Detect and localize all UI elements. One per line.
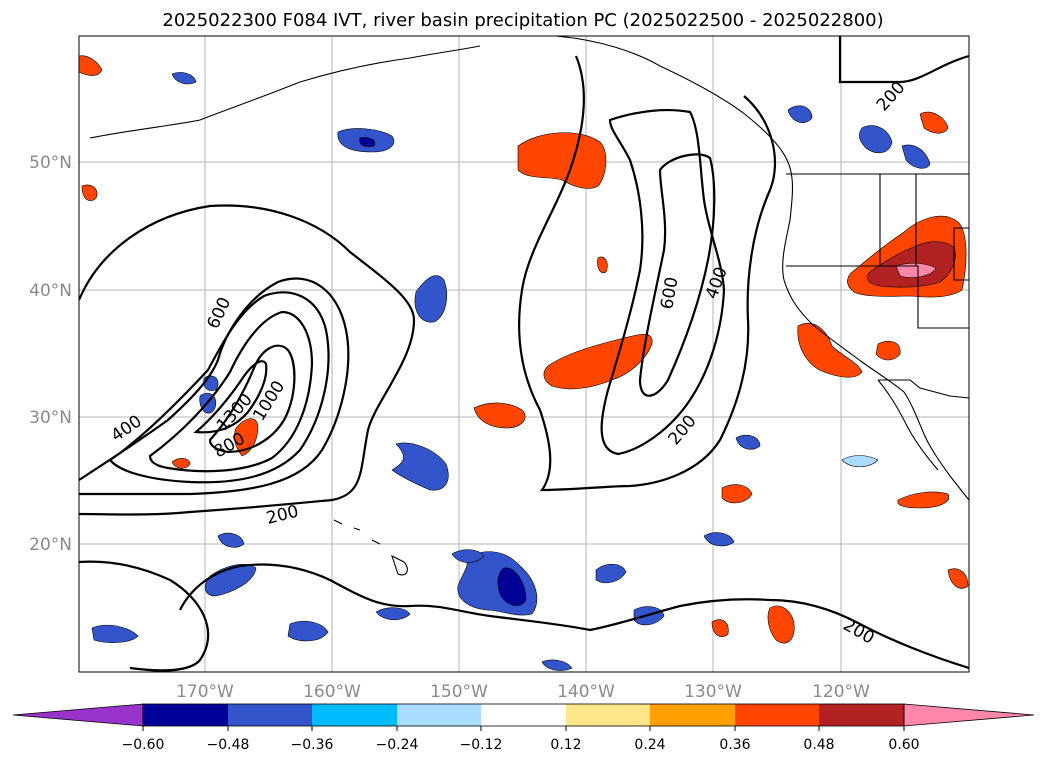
precip-anomaly-region [703, 532, 735, 547]
precip-anomaly-region [597, 256, 608, 274]
colorbar-tick-labels: −0.60 −0.48 −0.36 −0.24 −0.12 0.12 0.24 … [122, 737, 920, 753]
colorbar-segment [650, 704, 735, 726]
colorbar-outline [142, 703, 905, 727]
coastline-baja-california [877, 379, 939, 471]
lon-label: 130°W [684, 682, 742, 702]
colorbar: −0.60 −0.48 −0.36 −0.24 −0.12 0.12 0.24 … [12, 703, 1035, 753]
lat-label: 20°N [29, 535, 72, 555]
lat-label: 30°N [29, 408, 72, 428]
ivt-contours [79, 36, 969, 672]
colorbar-ticks [142, 726, 905, 731]
colorbar-segment [143, 704, 228, 726]
lon-label: 160°W [303, 682, 361, 702]
precip-anomaly-region [541, 659, 573, 671]
coastline-alaska [89, 45, 481, 139]
ivt-contour-200-west [79, 204, 416, 516]
colorbar-tick-label: −0.48 [207, 737, 250, 753]
ivt-contour-800-west [148, 310, 314, 473]
colorbar-segment [312, 704, 397, 726]
precip-anomaly-region [375, 607, 411, 621]
precip-anomaly-region [859, 125, 893, 154]
precip-anomaly-region [595, 563, 627, 584]
colorbar-segment [819, 704, 904, 726]
coastlines [89, 36, 969, 576]
precip-anomaly-region [841, 455, 879, 468]
precip-anomaly-region [414, 275, 447, 323]
colorbar-segment [566, 704, 650, 726]
colorbar-extension-high [903, 703, 1035, 727]
lat-label: 50°N [29, 153, 72, 173]
ivt-contour-1300-west [193, 360, 268, 434]
latitude-labels: 50°N 40°N 30°N 20°N [29, 153, 72, 555]
colorbar-segment [481, 704, 566, 726]
precip-anomaly-region [91, 624, 139, 643]
colorbar-tick-label: 0.12 [550, 737, 581, 753]
ivt-contour-200-northeast [838, 36, 969, 84]
precip-anomaly-region [287, 620, 329, 642]
precip-anomaly-region [451, 549, 485, 563]
map-title: 2025022300 F084 IVT, river basin precipi… [162, 10, 883, 31]
precip-anomaly-region [391, 442, 449, 491]
ivt-contour-400-west [79, 277, 350, 496]
lon-label: 170°W [176, 682, 234, 702]
precip-anomaly-region [735, 434, 761, 450]
precip-anomaly-region [79, 55, 103, 76]
ivt-contour-600-central [638, 153, 716, 397]
ivt-contour-200-south [79, 560, 969, 672]
ivt-contour-1000-west [208, 344, 296, 454]
colorbar-segment [228, 704, 312, 726]
precip-anomaly-region [711, 619, 729, 637]
precip-anomaly-region [497, 567, 527, 606]
precip-anomaly-region [81, 184, 98, 201]
colorbar-tick-label: −0.12 [460, 737, 503, 753]
coastline-north-america [555, 36, 969, 501]
lon-label: 150°W [430, 682, 488, 702]
colorbar-tick-label: 0.36 [719, 737, 750, 753]
border-state-lines [786, 174, 969, 329]
ivt-contour-600-west [108, 291, 330, 484]
precip-anomaly-region [797, 322, 863, 378]
colorbar-tick-label: −0.36 [291, 737, 334, 753]
precip-anomaly-region [359, 137, 376, 148]
ivt-contour-200-central [518, 55, 777, 492]
precip-anomaly-region [171, 72, 197, 85]
map-panel: 600 400 1300 1000 800 200 600 400 200 20… [78, 35, 970, 673]
map-frame [78, 35, 970, 673]
longitude-labels: 170°W 160°W 150°W 140°W 130°W 120°W [176, 682, 870, 702]
colorbar-segment [735, 704, 819, 726]
colorbar-tick-label: −0.24 [376, 737, 419, 753]
precip-anomaly-region [473, 402, 526, 429]
colorbar-tick-label: −0.60 [122, 737, 165, 753]
colorbar-tick-label: 0.24 [634, 737, 665, 753]
precip-anomaly-region [901, 144, 931, 169]
precip-anomaly-region [721, 484, 753, 504]
precip-anomaly-region [767, 605, 795, 644]
precip-anomaly-region [517, 132, 607, 189]
precip-anomaly-region [203, 375, 219, 391]
colorbar-tick-label: 0.60 [888, 737, 919, 753]
lat-label: 40°N [29, 281, 72, 301]
precip-positive-anomalies [79, 55, 969, 644]
precip-anomaly-region [897, 491, 950, 509]
lon-label: 120°W [812, 682, 870, 702]
precip-anomaly-region [947, 568, 969, 589]
precip-anomaly-region [171, 458, 191, 469]
colorbar-segment [397, 704, 481, 726]
border-us-mexico [878, 379, 969, 399]
colorbar-extension-low [12, 703, 144, 727]
precip-negative-anomalies [91, 72, 931, 671]
colorbar-tick-label: 0.48 [803, 737, 834, 753]
coastline-hawaii [333, 519, 408, 576]
lon-label: 140°W [557, 682, 615, 702]
precip-anomaly-region [895, 262, 937, 278]
precip-anomaly-region [787, 105, 813, 123]
precip-anomaly-region [919, 111, 949, 134]
precip-anomaly-region [875, 341, 901, 361]
precip-anomaly-region [217, 532, 245, 548]
